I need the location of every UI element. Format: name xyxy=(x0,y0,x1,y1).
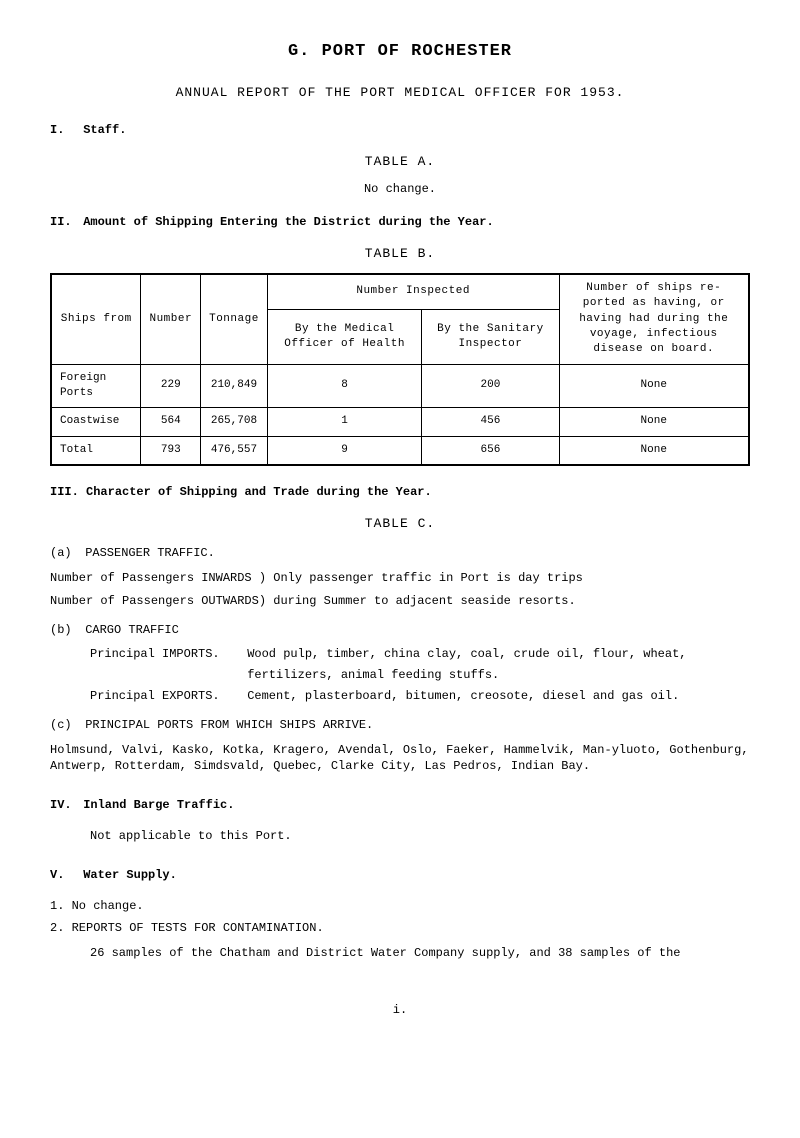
cell-number: 793 xyxy=(141,436,201,465)
letter-c: (c) xyxy=(50,717,78,734)
cell-medical: 1 xyxy=(267,408,422,436)
exports-label: Principal EXPORTS. xyxy=(90,688,240,705)
exports-line: Principal EXPORTS. Cement, plasterboard,… xyxy=(90,688,750,705)
heading-V-text: Water Supply. xyxy=(83,868,177,882)
section-III-heading: III. Character of Shipping and Trade dur… xyxy=(50,484,750,501)
table-B-header-row-1: Ships from Number Tonnage Number Inspect… xyxy=(51,274,749,310)
th-tonnage: Tonnage xyxy=(201,274,268,364)
section-V-heading: V. Water Supply. xyxy=(50,867,750,884)
cell-number: 229 xyxy=(141,364,201,408)
table-A-label: TABLE A. xyxy=(50,153,750,171)
section-IV-heading: IV. Inland Barge Traffic. xyxy=(50,797,750,814)
imports-text-2: fertilizers, animal feeding stuffs. xyxy=(247,668,499,682)
cell-disease: None xyxy=(559,436,749,465)
table-B-label: TABLE B. xyxy=(50,245,750,263)
letter-b: (b) xyxy=(50,622,78,639)
section-I-heading: I. Staff. xyxy=(50,122,750,139)
exports-text: Cement, plasterboard, bitumen, creosote,… xyxy=(247,689,679,703)
roman-III: III. xyxy=(50,484,79,501)
roman-I: I. xyxy=(50,122,76,139)
section-II-heading: II. Amount of Shipping Entering the Dist… xyxy=(50,214,750,231)
subitem-c: (c) PRINCIPAL PORTS FROM WHICH SHIPS ARR… xyxy=(50,717,750,734)
cell-medical: 8 xyxy=(267,364,422,408)
v-item-1: 1. No change. xyxy=(50,898,750,915)
cell-label: Total xyxy=(51,436,141,465)
table-row: Coastwise 564 265,708 1 456 None xyxy=(51,408,749,436)
v-item-2: 2. REPORTS OF TESTS FOR CONTAMINATION. xyxy=(50,920,750,937)
th-ships-from: Ships from xyxy=(51,274,141,364)
cell-label: Coastwise xyxy=(51,408,141,436)
cell-number: 564 xyxy=(141,408,201,436)
th-by-sanitary: By the Sanitary Inspector xyxy=(422,310,559,365)
heading-I-text: Staff. xyxy=(83,123,126,137)
roman-II: II. xyxy=(50,214,76,231)
table-B: Ships from Number Tonnage Number Inspect… xyxy=(50,273,750,467)
para-a-1: Number of Passengers INWARDS ) Only pass… xyxy=(50,570,750,587)
cell-tonnage: 265,708 xyxy=(201,408,268,436)
v-body: 26 samples of the Chatham and District W… xyxy=(90,945,750,962)
cell-tonnage: 210,849 xyxy=(201,364,268,408)
heading-II-text: Amount of Shipping Entering the District… xyxy=(83,215,493,229)
cell-medical: 9 xyxy=(267,436,422,465)
subitem-a: (a) PASSENGER TRAFFIC. xyxy=(50,545,750,562)
th-number: Number xyxy=(141,274,201,364)
para-a-2: Number of Passengers OUTWARDS) during Su… xyxy=(50,593,750,610)
th-disease: Number of ships re-ported as having, or … xyxy=(559,274,749,364)
cell-label: Foreign Ports xyxy=(51,364,141,408)
title-c: PRINCIPAL PORTS FROM WHICH SHIPS ARRIVE. xyxy=(85,718,373,732)
roman-IV: IV. xyxy=(50,797,76,814)
table-C-label: TABLE C. xyxy=(50,515,750,533)
th-number-inspected: Number Inspected xyxy=(267,274,559,310)
imports-text-1: Wood pulp, timber, china clay, coal, cru… xyxy=(247,647,686,661)
page-title: G. PORT OF ROCHESTER xyxy=(50,40,750,64)
para-IV: Not applicable to this Port. xyxy=(90,828,750,845)
page-number: i. xyxy=(50,1002,750,1019)
letter-a: (a) xyxy=(50,545,78,562)
title-b: CARGO TRAFFIC xyxy=(85,623,179,637)
imports-label: Principal IMPORTS. xyxy=(90,646,240,663)
heading-III-text: Character of Shipping and Trade during t… xyxy=(86,485,432,499)
cell-sanitary: 656 xyxy=(422,436,559,465)
table-row: Total 793 476,557 9 656 None xyxy=(51,436,749,465)
heading-IV-text: Inland Barge Traffic. xyxy=(83,798,234,812)
table-row: Foreign Ports 229 210,849 8 200 None xyxy=(51,364,749,408)
cell-tonnage: 476,557 xyxy=(201,436,268,465)
title-a: PASSENGER TRAFFIC. xyxy=(85,546,215,560)
subitem-b: (b) CARGO TRAFFIC xyxy=(50,622,750,639)
table-A-nochange: No change. xyxy=(50,181,750,198)
roman-V: V. xyxy=(50,867,76,884)
imports-line-2: fertilizers, animal feeding stuffs. xyxy=(90,667,750,684)
cell-sanitary: 456 xyxy=(422,408,559,436)
imports-label-blank xyxy=(90,667,240,684)
cell-sanitary: 200 xyxy=(422,364,559,408)
th-by-medical: By the Medical Officer of Health xyxy=(267,310,422,365)
cell-disease: None xyxy=(559,364,749,408)
imports-line-1: Principal IMPORTS. Wood pulp, timber, ch… xyxy=(90,646,750,663)
cell-disease: None xyxy=(559,408,749,436)
para-c: Holmsund, Valvi, Kasko, Kotka, Kragero, … xyxy=(50,742,750,776)
page-subtitle: ANNUAL REPORT OF THE PORT MEDICAL OFFICE… xyxy=(50,84,750,102)
